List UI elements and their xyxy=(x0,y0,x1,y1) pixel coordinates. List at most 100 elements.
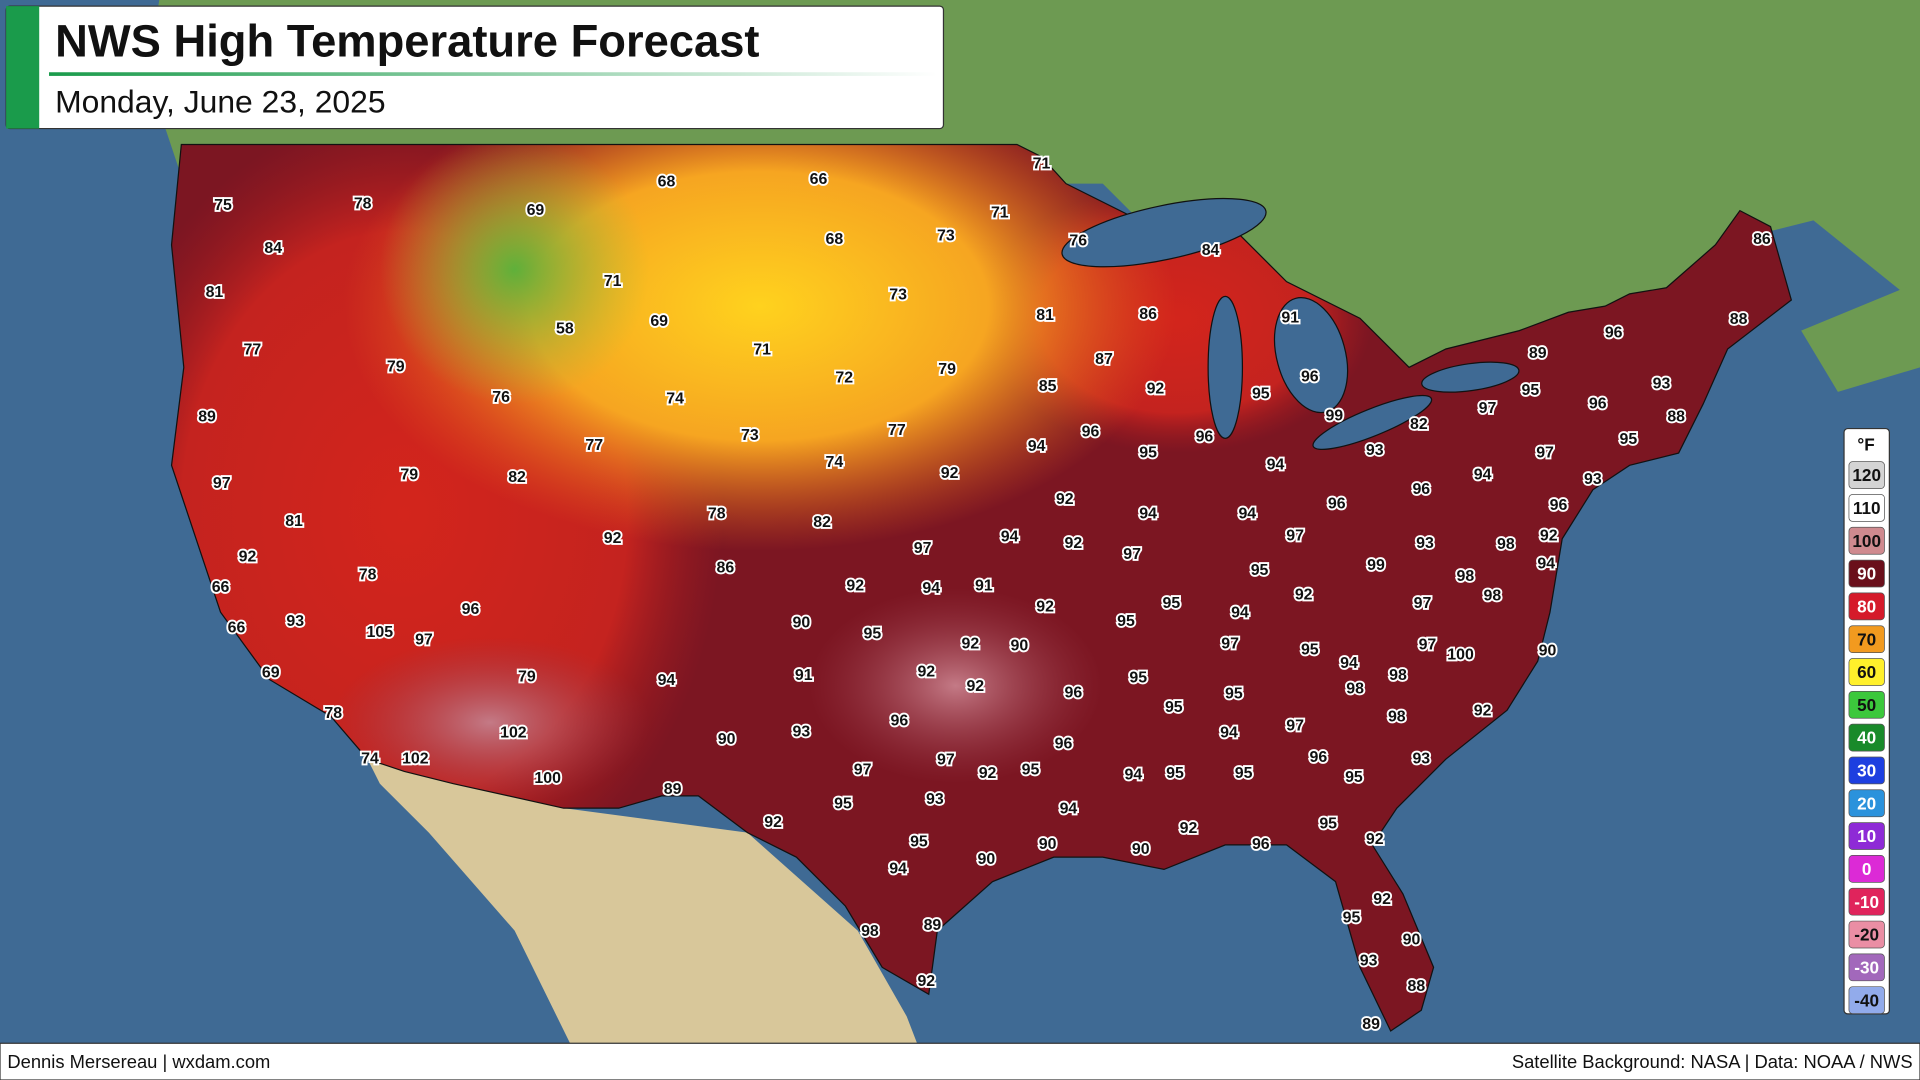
temperature-label: 95 xyxy=(1319,815,1337,832)
temperature-label: 95 xyxy=(1343,910,1361,927)
temperature-label: 93 xyxy=(926,791,944,808)
legend-label: 120 xyxy=(1852,465,1881,485)
temperature-label: 96 xyxy=(1082,423,1100,440)
legend-swatch xyxy=(1848,953,1885,982)
temperature-label: 92 xyxy=(1056,491,1074,508)
temperature-label: 94 xyxy=(1060,801,1078,818)
temperature-label: 92 xyxy=(966,678,984,695)
temperature-label: 71 xyxy=(753,341,771,358)
temperature-label: 95 xyxy=(1345,769,1363,786)
temperature-label: 91 xyxy=(795,667,813,684)
temperature-label: 90 xyxy=(1132,841,1150,858)
temperature-label: 79 xyxy=(387,359,405,376)
temperature-label: 96 xyxy=(1252,836,1270,853)
temperature-label: 92 xyxy=(941,465,959,482)
temperature-label: 97 xyxy=(213,475,231,492)
mexico xyxy=(367,759,932,1080)
temperature-label: 75 xyxy=(214,197,232,214)
temperature-label: 100 xyxy=(1447,646,1474,663)
temperature-label: 97 xyxy=(1414,595,1432,612)
temperature-label: 89 xyxy=(664,781,682,798)
legend-swatch xyxy=(1848,855,1885,883)
temperature-label: 96 xyxy=(1550,497,1568,514)
temperature-label: 94 xyxy=(1231,605,1249,622)
temperature-label: 96 xyxy=(1055,736,1073,753)
temperature-label: 98 xyxy=(1457,568,1475,585)
temperature-label: 93 xyxy=(792,723,810,740)
temperature-label: 92 xyxy=(1064,535,1082,552)
legend-swatch xyxy=(1848,887,1885,916)
temperature-label: 74 xyxy=(826,454,844,471)
temperature-label: 102 xyxy=(500,725,527,742)
temperature-label: 78 xyxy=(324,705,342,722)
lake-huron xyxy=(1273,297,1349,414)
temperature-label: 84 xyxy=(1202,242,1220,259)
temperature-label: 85 xyxy=(1039,378,1057,395)
temperature-label: 77 xyxy=(585,437,603,454)
temperature-label: 92 xyxy=(1036,599,1054,616)
temperature-label: 92 xyxy=(1474,703,1492,720)
temperature-label: 98 xyxy=(1389,667,1407,684)
legend-label: 30 xyxy=(1857,761,1876,781)
temperature-label: 82 xyxy=(813,514,831,531)
temperature-label: 99 xyxy=(1367,557,1385,574)
temperature-label: 95 xyxy=(1129,670,1147,687)
temperature-label: 92 xyxy=(1373,891,1391,908)
temperature-label: 92 xyxy=(1366,831,1384,848)
temperature-label: 93 xyxy=(286,613,304,630)
temperature-label: 92 xyxy=(962,635,980,652)
temperature-label: 98 xyxy=(1484,588,1502,605)
temperature-label: 79 xyxy=(938,361,956,378)
temperature-label: 76 xyxy=(492,389,510,406)
temperature-label: 96 xyxy=(1064,684,1082,701)
temperature-label: 97 xyxy=(415,632,433,649)
legend-swatch xyxy=(1848,658,1885,686)
temperature-label: 90 xyxy=(1403,932,1421,949)
temperature-label: 74 xyxy=(361,750,379,767)
lake-michigan xyxy=(1207,295,1244,439)
temperature-label: 97 xyxy=(1479,400,1497,417)
temperature-label: 95 xyxy=(1163,595,1181,612)
temperature-label: 96 xyxy=(1196,428,1214,445)
legend-label: 40 xyxy=(1857,728,1876,748)
temperature-label: 97 xyxy=(854,761,872,778)
legend-swatch xyxy=(1848,690,1885,719)
legend-swatch xyxy=(1848,526,1885,555)
temperature-label: 93 xyxy=(1416,535,1434,552)
temperature-label: 97 xyxy=(937,752,955,769)
temperature-label: 81 xyxy=(1036,307,1054,324)
temperature-label: 97 xyxy=(1123,546,1141,563)
temperature-label: 88 xyxy=(1408,978,1426,995)
temperature-label: 92 xyxy=(917,663,935,680)
temperature-label: 92 xyxy=(604,530,622,547)
temperature-label: 97 xyxy=(1286,717,1304,734)
legend-label: -10 xyxy=(1854,892,1879,912)
temperature-label: 94 xyxy=(1537,556,1555,573)
temperature-label: 95 xyxy=(1022,761,1040,778)
temperature-label: 96 xyxy=(1589,395,1607,412)
temperature-label: 90 xyxy=(1039,836,1057,853)
legend-swatch xyxy=(1848,789,1885,818)
temperature-label: 96 xyxy=(1605,324,1623,341)
temperature-label: 97 xyxy=(1286,528,1304,545)
temperature-label: 95 xyxy=(1166,765,1184,782)
field-desert xyxy=(330,636,650,809)
temperature-label: 89 xyxy=(924,917,942,934)
temperature-label: 69 xyxy=(262,665,280,682)
legend-label: 20 xyxy=(1857,793,1876,813)
temperature-label: 89 xyxy=(1529,345,1547,362)
temperature-label: 98 xyxy=(1388,709,1406,726)
lake-ontario xyxy=(1421,361,1520,393)
temperature-label: 82 xyxy=(1410,416,1428,433)
legend-label: 90 xyxy=(1857,564,1876,584)
temperature-label: 90 xyxy=(792,614,810,631)
footer-source: Satellite Background: NASA | Data: NOAA … xyxy=(1512,1051,1913,1072)
temperature-label: 95 xyxy=(1251,562,1269,579)
temperature-label: 71 xyxy=(604,273,622,290)
temperature-label: 76 xyxy=(1069,232,1087,249)
legend-swatch xyxy=(1848,986,1885,1014)
temperature-label: 86 xyxy=(717,559,735,576)
legend-label: 100 xyxy=(1852,531,1881,551)
temperature-label: 88 xyxy=(1730,311,1748,328)
temperature-label: 95 xyxy=(1522,382,1540,399)
